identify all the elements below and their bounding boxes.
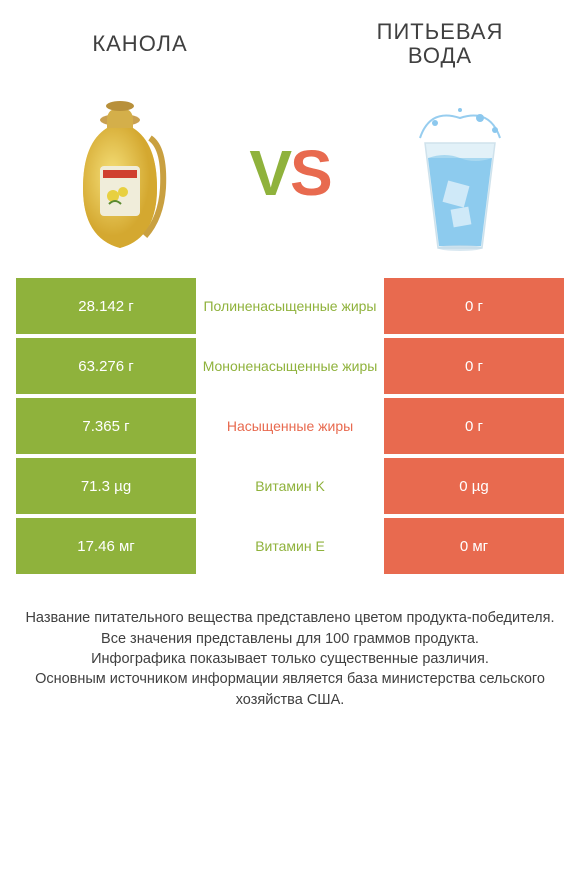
footer-line: Все значения представлены для 100 граммо…	[24, 629, 556, 649]
cell-left: 71.3 µg	[16, 458, 196, 514]
table-row: 17.46 мг Витамин E 0 мг	[16, 518, 564, 574]
nutrient-table: 28.142 г Полиненасыщенные жиры 0 г 63.27…	[0, 278, 580, 574]
cell-right: 0 µg	[384, 458, 564, 514]
title-left: КАНОЛА	[40, 31, 240, 57]
cell-label: Насыщенные жиры	[196, 398, 384, 454]
table-row: 7.365 г Насыщенные жиры 0 г	[16, 398, 564, 454]
header: КАНОЛА ПИТЬЕВАЯ ВОДА	[0, 0, 580, 78]
footer-line: Инфографика показывает только существенн…	[24, 649, 556, 669]
footer-text: Название питательного вещества представл…	[0, 578, 580, 709]
water-image	[390, 88, 530, 258]
vs-s: S	[290, 137, 331, 209]
title-right-line2: ВОДА	[408, 43, 472, 68]
cell-left: 28.142 г	[16, 278, 196, 334]
cell-right: 0 г	[384, 278, 564, 334]
images-row: VS	[0, 78, 580, 278]
cell-label: Витамин K	[196, 458, 384, 514]
cell-right: 0 мг	[384, 518, 564, 574]
title-right: ПИТЬЕВАЯ ВОДА	[340, 20, 540, 68]
table-row: 71.3 µg Витамин K 0 µg	[16, 458, 564, 514]
cell-left: 17.46 мг	[16, 518, 196, 574]
vs-v: V	[249, 137, 290, 209]
cell-left: 7.365 г	[16, 398, 196, 454]
table-row: 63.276 г Мононенасыщенные жиры 0 г	[16, 338, 564, 394]
footer-line: Название питательного вещества представл…	[24, 608, 556, 628]
cell-label: Мононенасыщенные жиры	[196, 338, 384, 394]
cell-right: 0 г	[384, 398, 564, 454]
vs-label: VS	[249, 136, 330, 210]
cell-label: Витамин E	[196, 518, 384, 574]
title-right-line1: ПИТЬЕВАЯ	[377, 19, 504, 44]
footer-line: Основным источником информации является …	[24, 669, 556, 710]
cell-left: 63.276 г	[16, 338, 196, 394]
cell-label: Полиненасыщенные жиры	[196, 278, 384, 334]
cell-right: 0 г	[384, 338, 564, 394]
table-row: 28.142 г Полиненасыщенные жиры 0 г	[16, 278, 564, 334]
canola-image	[50, 88, 190, 258]
